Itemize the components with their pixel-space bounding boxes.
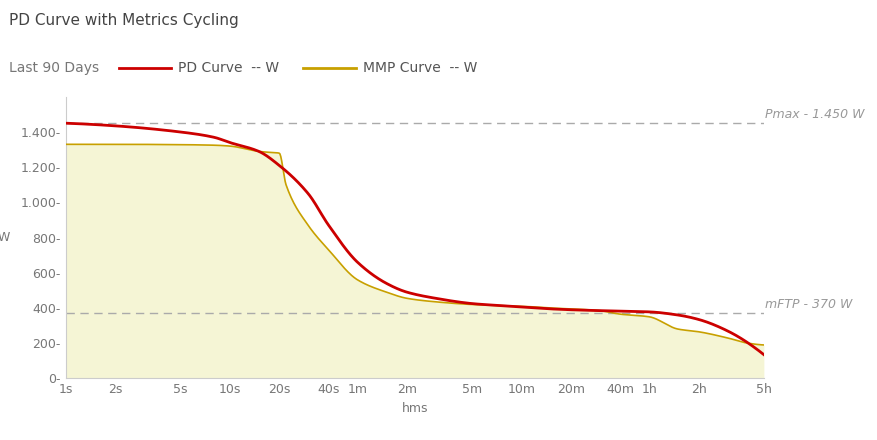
Y-axis label: W: W bbox=[0, 231, 11, 244]
Text: MMP Curve  -- W: MMP Curve -- W bbox=[362, 61, 476, 75]
X-axis label: hms: hms bbox=[401, 402, 428, 415]
Text: PD Curve  -- W: PD Curve -- W bbox=[178, 61, 279, 75]
Text: PD Curve with Metrics Cycling: PD Curve with Metrics Cycling bbox=[9, 13, 239, 28]
Text: Last 90 Days: Last 90 Days bbox=[9, 61, 99, 75]
Text: Pmax - 1.450 W: Pmax - 1.450 W bbox=[764, 107, 863, 121]
Text: mFTP - 370 W: mFTP - 370 W bbox=[764, 297, 851, 311]
